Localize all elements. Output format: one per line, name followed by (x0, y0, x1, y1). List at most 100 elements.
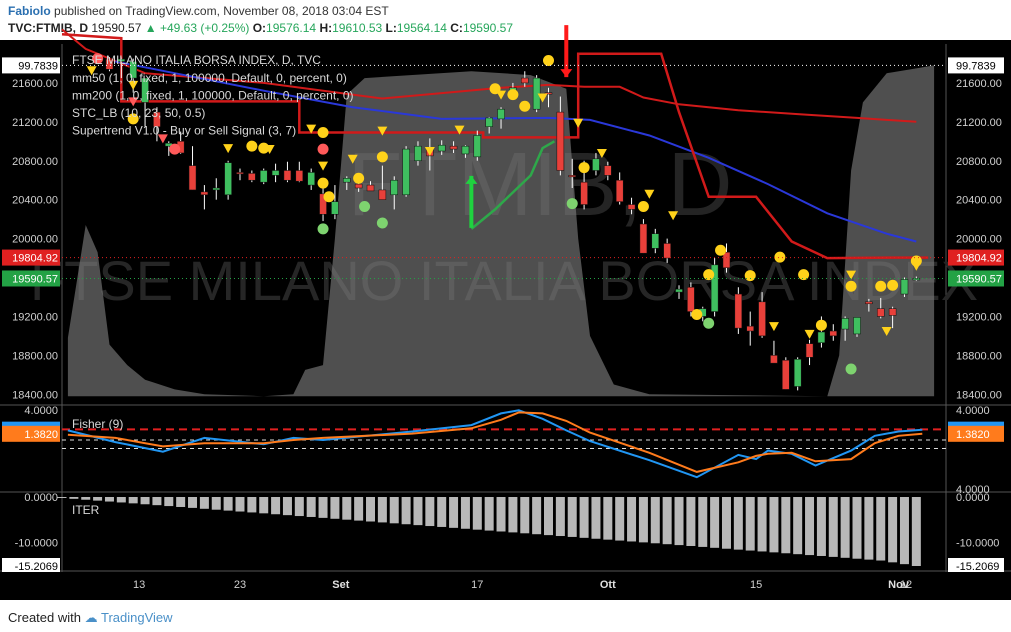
candle-body (485, 117, 493, 127)
iter-bar (555, 497, 565, 537)
author-name[interactable]: Fabiolo (8, 4, 51, 18)
candle-body (604, 165, 612, 176)
price-label-right-box (948, 57, 1004, 74)
supertrend-down-line (61, 33, 929, 260)
signal-triangle (804, 329, 815, 339)
iter-bar (57, 497, 67, 498)
signal-dot-yellow (715, 244, 727, 256)
candle-body (414, 145, 422, 162)
iter-bar (294, 497, 304, 517)
signal-dot-green (845, 363, 857, 375)
tradingview-link[interactable]: TradingView (101, 610, 173, 625)
candle-body (829, 330, 838, 337)
iter-bar (698, 497, 708, 547)
iter-bar (413, 497, 423, 526)
y-tick-right: 19200.00 (956, 311, 1002, 323)
signal-triangle (128, 80, 139, 90)
iter-bar (508, 497, 518, 533)
signal-triangle (223, 144, 234, 154)
candle-body (865, 301, 873, 305)
candle-body (651, 233, 660, 249)
iter-bar (93, 497, 103, 501)
signal-dot-yellow (519, 100, 531, 112)
iter-bar (437, 497, 447, 527)
price-label-right: 19804.92 (956, 253, 1002, 265)
x-tick-label: 15 (750, 579, 762, 591)
candle-body (782, 359, 790, 390)
iter-bar (342, 497, 352, 520)
candle-body (497, 108, 505, 120)
signal-triangle (318, 161, 329, 171)
signal-triangle (644, 189, 655, 199)
candle-body (331, 201, 339, 215)
signal-dot-red (317, 143, 329, 155)
signal-dot-yellow (910, 255, 922, 267)
price-label-right-box (948, 558, 1004, 574)
signal-triangle (454, 125, 465, 135)
low-value: 19564.14 (396, 21, 447, 35)
candle-body (236, 172, 244, 175)
y-tick-left: 21200.00 (12, 117, 58, 129)
y-tick-right: 18800.00 (956, 350, 1002, 362)
legend-line: Supertrend V1.0 - Buy or Sell Signal (3,… (72, 124, 296, 138)
candle-body (592, 158, 600, 171)
signal-dot-yellow (353, 172, 365, 184)
last-price: 19590.57 (91, 21, 142, 35)
sell-arrow-head (560, 69, 573, 78)
y-tick-left: 21600.00 (12, 78, 58, 90)
iter-bar (840, 497, 850, 558)
candle-body (212, 187, 221, 191)
iter-bar (366, 497, 376, 522)
open-label: O: (252, 21, 267, 35)
iter-bar (330, 497, 340, 519)
y-tick-right: 20800.00 (956, 156, 1002, 168)
iter-bar (401, 497, 411, 525)
ohlc-summary: TVC:FTMIB, D 19590.57 ▲ +49.63 (+0.25%) … (8, 21, 513, 35)
candle-body (473, 135, 482, 158)
price-label-left: 99.7839 (18, 60, 58, 72)
signal-dot-red (169, 143, 181, 155)
signal-dot-yellow (815, 319, 827, 331)
signal-dot-yellow (774, 251, 786, 263)
high-value: 19610.53 (332, 21, 383, 35)
iter-bar (591, 497, 601, 539)
stc-area (67, 65, 935, 397)
y-tick-left: 20400.00 (12, 195, 58, 207)
close-label: C: (450, 21, 463, 35)
tradingview-logo-icon: ☁ (84, 610, 98, 625)
iter-bar (733, 497, 743, 550)
candle-body (722, 251, 731, 269)
iter-bar (199, 497, 209, 509)
price-label-left: 19804.92 (12, 253, 58, 265)
legend-line: mm50 (1, 0, fixed, 1, 100000, Default, 0… (72, 71, 347, 85)
price-label-right: -15.2069 (956, 561, 999, 573)
y-tick-left: 18400.00 (12, 389, 58, 401)
created-with-text: Created with (8, 610, 81, 625)
iter-bar (543, 497, 553, 536)
signal-dot-yellow (542, 55, 554, 67)
signal-triangle (306, 124, 317, 134)
iter-bar (899, 497, 909, 565)
open-value: 19576.14 (266, 21, 317, 35)
signal-dot-red (92, 53, 104, 65)
price-label-right: 1.3820 (956, 429, 990, 441)
candle-body (580, 181, 588, 205)
signal-triangle (573, 118, 584, 128)
symbol: TVC:FTMIB, D (8, 21, 88, 35)
iter-bar (828, 497, 838, 557)
iter-bar (911, 497, 921, 566)
signal-dot-yellow (798, 269, 810, 281)
price-label-left-box (2, 57, 60, 74)
candle-body (912, 278, 921, 281)
iter-bar (176, 497, 186, 507)
x-tick-label: Ott (600, 579, 616, 591)
iter-bar (425, 497, 435, 527)
candle-body (271, 170, 280, 176)
y-tick-right: 18400.00 (956, 389, 1002, 401)
iter-bar (627, 497, 637, 542)
signal-dot-yellow (127, 113, 139, 125)
candle-body (687, 286, 695, 312)
signal-dot-yellow (703, 269, 715, 281)
candle-body (259, 170, 268, 183)
